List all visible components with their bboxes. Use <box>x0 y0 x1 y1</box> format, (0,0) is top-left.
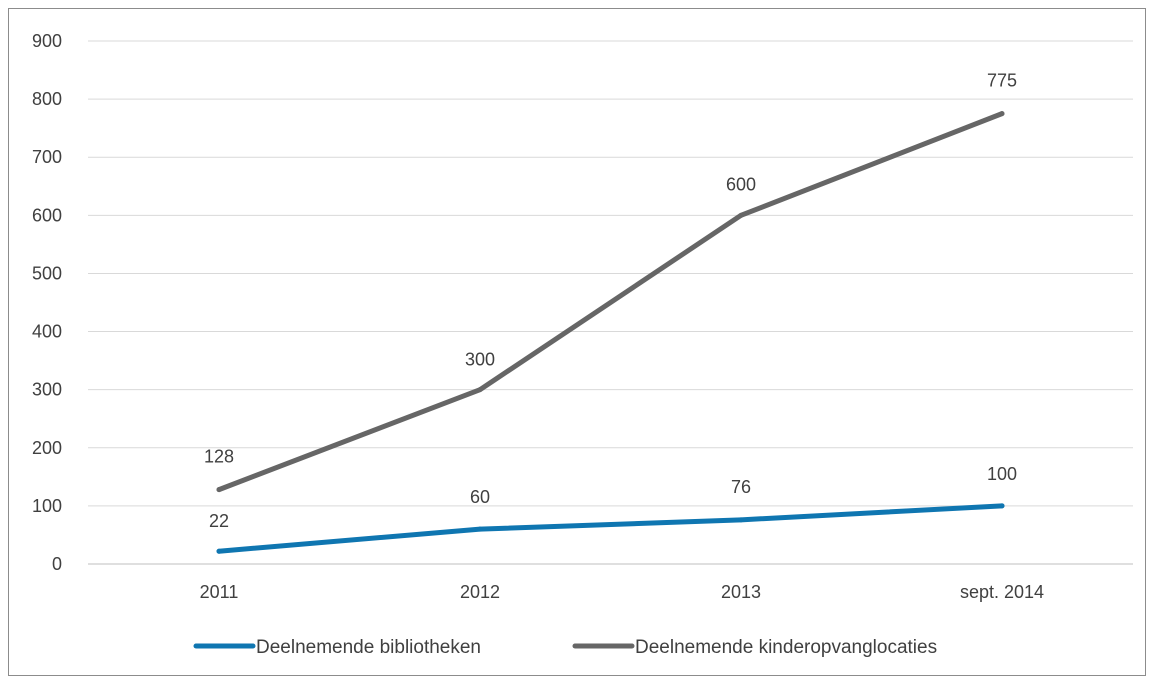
y-tick-label: 800 <box>32 89 62 109</box>
y-tick-label: 400 <box>32 322 62 342</box>
data-label: 300 <box>465 350 495 370</box>
data-label: 76 <box>731 477 751 497</box>
series-line-kinderopvanglocaties <box>216 111 1005 493</box>
y-tick-label: 900 <box>32 31 62 51</box>
x-axis-ticks: 2011 2012 2013 sept. 2014 <box>200 582 1044 602</box>
data-label: 22 <box>209 511 229 531</box>
data-point <box>216 487 222 493</box>
y-tick-label: 600 <box>32 205 62 225</box>
data-label: 128 <box>204 447 234 467</box>
y-tick-label: 100 <box>32 496 62 516</box>
y-tick-label: 0 <box>52 554 62 574</box>
data-point <box>999 111 1005 117</box>
legend: Deelnemende bibliotheken Deelnemende kind… <box>193 637 937 658</box>
legend-label: Deelnemende kinderopvanglocaties <box>635 637 937 658</box>
legend-label: Deelnemende bibliotheken <box>256 637 481 658</box>
data-labels: 128 300 600 775 22 60 76 100 <box>204 71 1017 532</box>
data-point <box>738 212 744 218</box>
data-point <box>216 548 222 554</box>
data-label: 775 <box>987 71 1017 91</box>
x-tick-label: sept. 2014 <box>960 582 1044 602</box>
y-tick-label: 300 <box>32 380 62 400</box>
x-tick-label: 2013 <box>721 582 761 602</box>
y-tick-label: 500 <box>32 263 62 283</box>
x-tick-label: 2012 <box>460 582 500 602</box>
y-tick-label: 700 <box>32 147 62 167</box>
chart-frame <box>8 8 1146 676</box>
data-point <box>999 503 1005 509</box>
series-line-bibliotheken <box>216 503 1005 554</box>
y-tick-label: 200 <box>32 438 62 458</box>
data-point <box>738 517 744 523</box>
data-label: 60 <box>470 487 490 507</box>
data-label: 600 <box>726 174 756 194</box>
data-point <box>477 387 483 393</box>
data-point <box>477 526 483 532</box>
x-tick-label: 2011 <box>200 582 239 602</box>
y-axis-ticks: 0 100 200 300 400 500 600 700 800 900 <box>32 31 62 574</box>
data-label: 100 <box>987 464 1017 484</box>
series-lines <box>216 111 1005 554</box>
